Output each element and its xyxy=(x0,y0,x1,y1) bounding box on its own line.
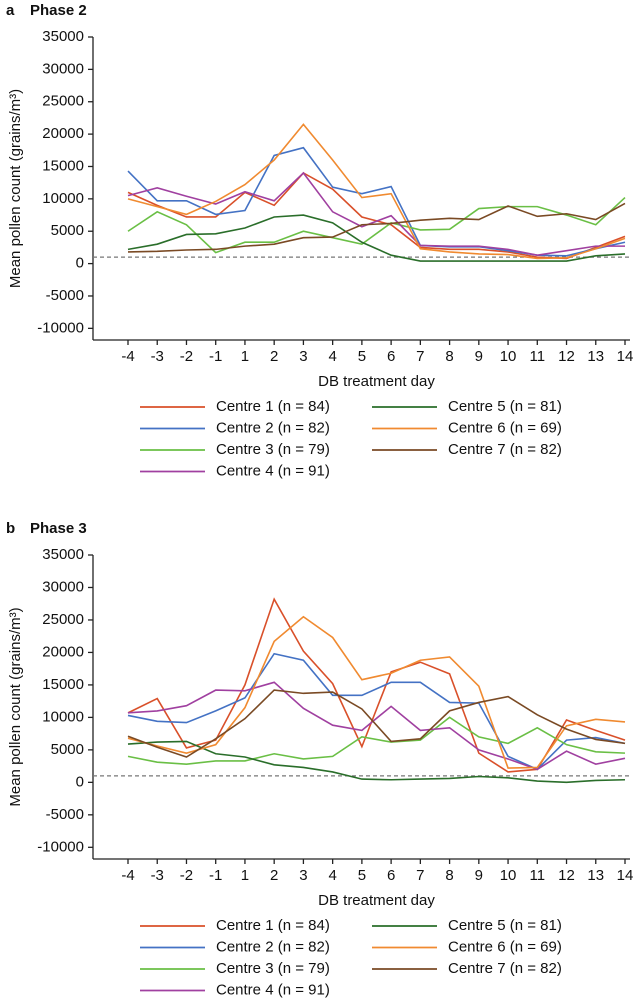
x-tick-label: 11 xyxy=(530,867,546,884)
x-tick-label: 5 xyxy=(358,348,366,365)
y-tick-label: 25000 xyxy=(42,93,84,110)
series-line xyxy=(127,716,626,765)
x-tick-label: -4 xyxy=(121,348,134,365)
x-tick-label: -1 xyxy=(209,348,222,365)
series-line xyxy=(127,740,626,784)
panel: b Phase 3 -10000 -5000 0 5000 10000 15000 20000 2… xyxy=(6,520,633,999)
x-tick-label: 6 xyxy=(387,348,395,365)
y-tick-label: 15000 xyxy=(42,157,84,174)
legend-label: Centre 6 (n = 69) xyxy=(448,938,562,955)
y-tick-label: 0 xyxy=(76,773,84,790)
x-tick-label: 10 xyxy=(500,867,517,884)
x-tick-label: 5 xyxy=(358,867,366,884)
y-tick-label: 30000 xyxy=(42,578,84,595)
x-tick-label: 14 xyxy=(617,348,634,365)
panel-title: Phase 3 xyxy=(30,520,87,537)
x-tick-label: 13 xyxy=(587,348,604,365)
x-tick-label: 14 xyxy=(617,867,634,884)
x-tick-label: -2 xyxy=(180,348,193,365)
legend-label: Centre 4 (n = 91) xyxy=(216,981,330,998)
series-line xyxy=(127,597,626,773)
x-tick-label: 13 xyxy=(587,867,604,884)
x-tick-label: 8 xyxy=(445,867,453,884)
legend-label: Centre 6 (n = 69) xyxy=(448,419,562,436)
panel-label: a xyxy=(6,2,15,19)
x-tick-label: 1 xyxy=(241,348,249,365)
series-line xyxy=(127,123,626,260)
x-tick-label: 7 xyxy=(416,867,424,884)
series-line xyxy=(127,202,626,253)
y-tick-label: -5000 xyxy=(46,806,84,823)
legend-label: Centre 5 (n = 81) xyxy=(448,917,562,934)
x-axis-label: DB treatment day xyxy=(318,373,435,390)
x-tick-label: -4 xyxy=(121,867,134,884)
x-tick-label: 9 xyxy=(475,348,483,365)
legend-label: Centre 1 (n = 84) xyxy=(216,917,330,934)
panel-label: b xyxy=(6,520,15,537)
x-tick-label: -1 xyxy=(209,867,222,884)
x-tick-label: 2 xyxy=(270,348,278,365)
legend-label: Centre 5 (n = 81) xyxy=(448,398,562,415)
series-line xyxy=(127,689,626,758)
y-tick-label: 35000 xyxy=(42,546,84,563)
legend-label: Centre 2 (n = 82) xyxy=(216,938,330,955)
x-tick-label: 3 xyxy=(299,348,307,365)
x-tick-label: 10 xyxy=(500,348,517,365)
x-tick-label: 9 xyxy=(475,867,483,884)
x-tick-label: -2 xyxy=(180,867,193,884)
series-line xyxy=(127,196,626,254)
y-tick-label: 20000 xyxy=(42,643,84,660)
series-line xyxy=(127,652,626,771)
y-tick-label: -10000 xyxy=(37,319,84,336)
series-line xyxy=(127,615,626,769)
y-tick-label: 20000 xyxy=(42,125,84,142)
series-line xyxy=(127,681,626,771)
x-tick-label: 3 xyxy=(299,867,307,884)
x-tick-label: 7 xyxy=(416,348,424,365)
y-tick-label: 15000 xyxy=(42,676,84,693)
x-tick-label: 1 xyxy=(241,867,249,884)
y-tick-label: 30000 xyxy=(42,60,84,77)
series-line xyxy=(127,171,625,256)
y-axis-label: Mean pollen count (grains/m³) xyxy=(7,607,24,806)
legend-label: Centre 3 (n = 79) xyxy=(216,960,330,977)
x-tick-label: 11 xyxy=(530,348,546,365)
x-tick-label: 8 xyxy=(445,348,453,365)
legend-label: Centre 3 (n = 79) xyxy=(216,441,330,458)
series-line xyxy=(127,146,626,257)
x-tick-label: -3 xyxy=(151,867,164,884)
x-tick-label: 6 xyxy=(387,867,395,884)
series-line xyxy=(127,214,626,262)
panel: a Phase 2 -10000 -5000 0 5000 10000 15000 20000 2… xyxy=(6,2,633,480)
x-tick-label: 4 xyxy=(328,348,336,365)
y-tick-label: 10000 xyxy=(42,190,84,207)
y-axis-label: Mean pollen count (grains/m³) xyxy=(7,89,24,288)
legend-label: Centre 1 (n = 84) xyxy=(216,398,330,415)
y-tick-label: 0 xyxy=(76,255,84,272)
legend-label: Centre 7 (n = 82) xyxy=(448,960,562,977)
y-tick-label: 5000 xyxy=(51,741,84,758)
legend-label: Centre 7 (n = 82) xyxy=(448,441,562,458)
legend-label: Centre 2 (n = 82) xyxy=(216,419,330,436)
panel-title: Phase 2 xyxy=(30,2,87,19)
y-tick-label: 35000 xyxy=(42,28,84,45)
x-tick-label: -3 xyxy=(151,348,164,365)
y-tick-label: -10000 xyxy=(37,838,84,855)
x-axis-label: DB treatment day xyxy=(318,892,435,909)
x-tick-label: 12 xyxy=(558,867,575,884)
legend-label: Centre 4 (n = 91) xyxy=(216,462,330,479)
y-tick-label: 10000 xyxy=(42,708,84,725)
y-tick-label: 5000 xyxy=(51,222,84,239)
x-tick-label: 4 xyxy=(328,867,336,884)
y-tick-label: -5000 xyxy=(46,287,84,304)
x-tick-label: 2 xyxy=(270,867,278,884)
x-tick-label: 12 xyxy=(558,348,575,365)
y-tick-label: 25000 xyxy=(42,611,84,628)
